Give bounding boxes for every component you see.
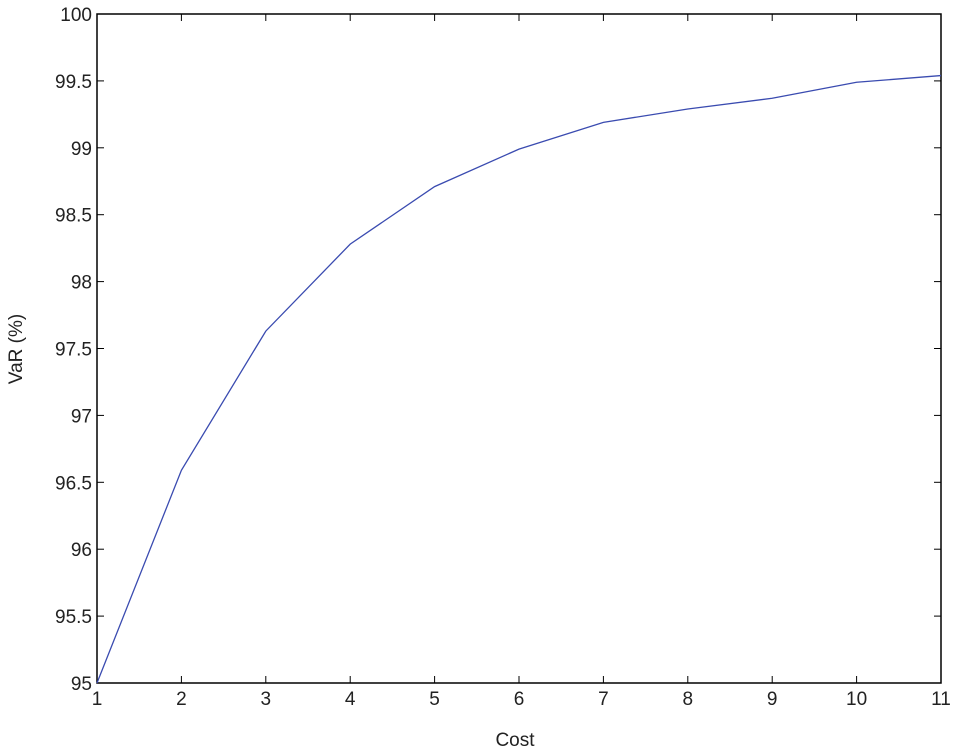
plot-area [96, 13, 942, 684]
x-tick-label: 10 [846, 689, 867, 710]
x-tick-label: 8 [683, 689, 694, 710]
y-tick-label: 98 [71, 273, 92, 294]
y-tick-label: 100 [60, 5, 92, 26]
y-axis-label: VaR (%) [6, 314, 27, 384]
y-tick-label: 97 [71, 406, 92, 427]
y-tick-label: 95.5 [55, 607, 92, 628]
series-line [96, 74, 942, 684]
x-axis-label: Cost [495, 730, 535, 750]
x-tick-label: 6 [514, 689, 525, 710]
y-tick-label: 96 [71, 540, 92, 561]
y-tick-label: 95 [71, 674, 92, 695]
x-tick-label: 1 [92, 689, 103, 710]
y-tick-label: 96.5 [55, 473, 92, 494]
x-tick-label: 5 [429, 689, 440, 710]
y-tick-label: 99.5 [55, 72, 92, 93]
x-tick-label: 7 [598, 689, 609, 710]
x-tick-label: 9 [767, 689, 778, 710]
y-tick-label: 99 [71, 139, 92, 160]
x-tick-label: 3 [261, 689, 272, 710]
x-tick-label: 4 [345, 689, 356, 710]
y-tick-label: 97.5 [55, 340, 92, 361]
x-tick-label: 2 [176, 689, 187, 710]
x-tick-label: 11 [931, 689, 951, 710]
y-tick-label: 98.5 [55, 206, 92, 227]
